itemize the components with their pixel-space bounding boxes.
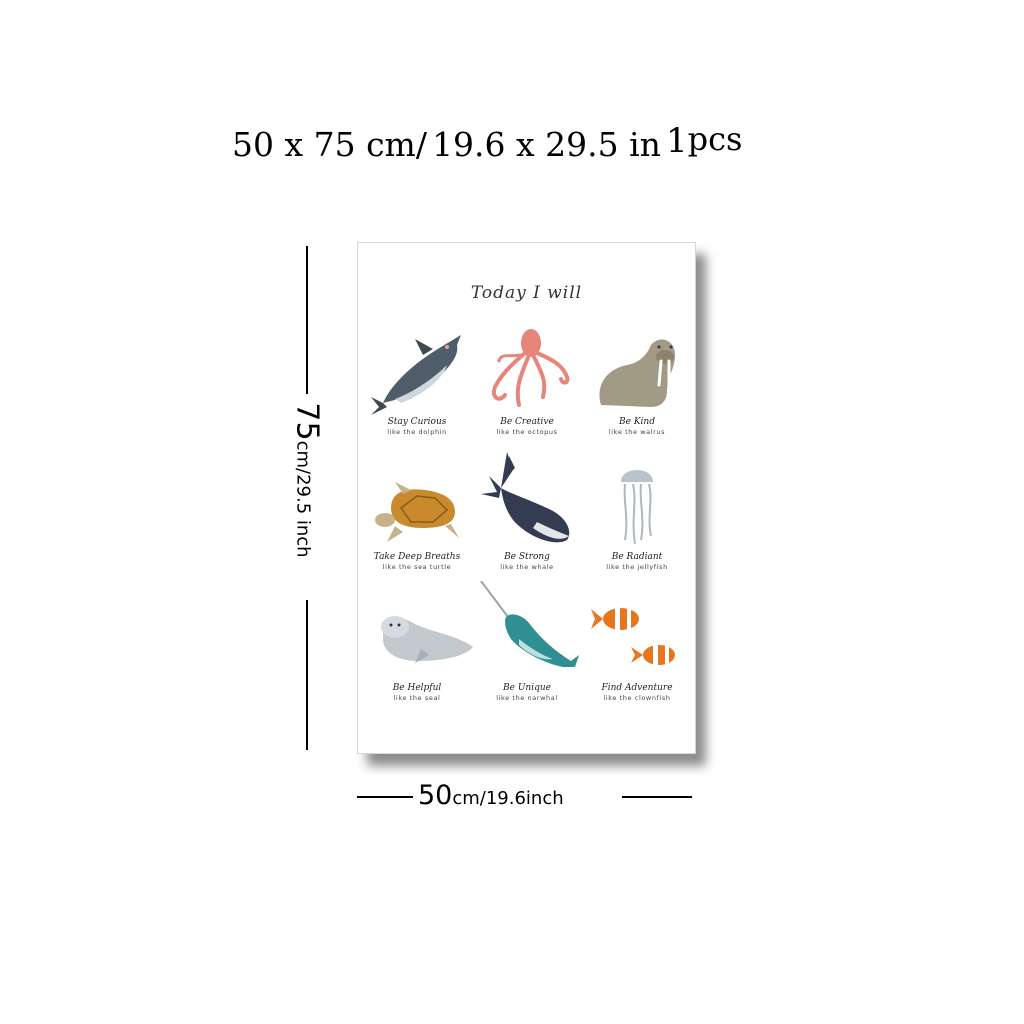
grid-cell-octopus: Be Creative like the octopus	[471, 325, 583, 436]
width-dimension-label: 50cm/19.6inch	[418, 780, 564, 811]
clownfish-illustration	[591, 608, 675, 665]
whale-illustration	[481, 452, 570, 543]
grid-cell-jellyfish: Be Radiant like the jellyfish	[581, 448, 693, 571]
seal-illustration	[381, 616, 473, 663]
height-dimension-line-top	[306, 246, 308, 394]
grid-cell-sea-turtle: Take Deep Breaths like the sea turtle	[361, 448, 473, 571]
walrus-illustration	[599, 339, 675, 407]
walrus-caption-title: Be Kind	[619, 417, 655, 427]
width-dimension-line-right	[622, 796, 692, 798]
grid-cell-clownfish: Find Adventure like the clownfish	[581, 581, 693, 702]
height-dimension-line-bottom	[306, 600, 308, 750]
walrus-caption-sub: like the walrus	[608, 428, 666, 436]
width-dimension-line-left	[357, 796, 413, 798]
width-unit: cm/19.6inch	[452, 788, 564, 809]
narwhal-illustration	[480, 581, 579, 667]
seal-caption-sub: like the seal	[393, 694, 441, 702]
grid-cell-narwhal: Be Unique like the narwhal	[471, 581, 583, 702]
jellyfish-caption-sub: like the jellyfish	[606, 563, 668, 571]
height-unit: cm/29.5 inch	[292, 440, 314, 558]
octopus-caption-title: Be Creative	[500, 417, 554, 427]
sea-turtle-caption-title: Take Deep Breaths	[373, 552, 461, 562]
size-in-text: 19.6 x 29.5 in	[432, 125, 661, 164]
octopus-caption-sub: like the octopus	[496, 428, 558, 436]
dolphin-illustration	[371, 335, 461, 415]
clownfish-caption-title: Find Adventure	[601, 683, 673, 693]
grid-cell-walrus: Be Kind like the walrus	[581, 325, 693, 436]
seal-caption-title: Be Helpful	[392, 683, 442, 693]
narwhal-caption-sub: like the narwhal	[496, 694, 558, 702]
clownfish-caption-sub: like the clownfish	[603, 694, 671, 702]
whale-caption-sub: like the whale	[500, 563, 554, 571]
quantity-unit-text: pcs	[687, 120, 743, 158]
octopus-illustration	[492, 329, 570, 407]
poster-title: Today I will	[470, 283, 583, 303]
size-headline: 50 x 75 cm/ 19.6 x 29.5 in 1pcs	[232, 123, 742, 164]
height-dimension-label: 75cm/29.5 inch	[286, 330, 328, 630]
grid-cell-seal: Be Helpful like the seal	[361, 581, 473, 702]
height-number: 75	[289, 402, 325, 441]
poster: Today I will Stay Curious like the dolph…	[357, 242, 696, 754]
jellyfish-illustration	[621, 470, 653, 545]
grid-cell-whale: Be Strong like the whale	[471, 448, 583, 571]
size-cm-text: 50 x 75 cm/	[232, 125, 427, 164]
whale-caption-title: Be Strong	[504, 552, 550, 562]
quantity-text: 1	[666, 121, 688, 161]
width-number: 50	[418, 780, 453, 811]
dolphin-caption-sub: like the dolphin	[387, 428, 447, 436]
dolphin-caption-title: Stay Curious	[387, 417, 447, 427]
narwhal-caption-title: Be Unique	[503, 683, 551, 693]
grid-cell-dolphin: Stay Curious like the dolphin	[361, 325, 473, 436]
sea-turtle-caption-sub: like the sea turtle	[382, 563, 452, 571]
sea-turtle-illustration	[375, 482, 459, 542]
jellyfish-caption-title: Be Radiant	[611, 552, 663, 562]
